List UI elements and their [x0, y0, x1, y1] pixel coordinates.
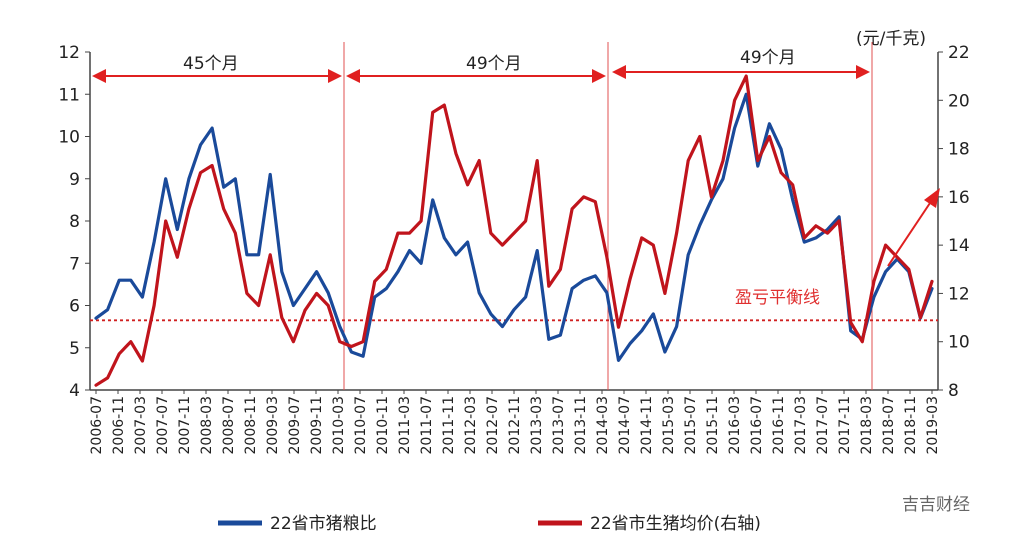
x-tick-label: 2011-07	[419, 396, 435, 455]
arrow-head-right	[328, 69, 342, 83]
x-tick-label: 2010-11	[375, 396, 391, 455]
left-tick-label: 6	[69, 297, 80, 317]
x-tick-label: 2016-11	[771, 396, 787, 455]
trend-arrow-head	[924, 188, 940, 208]
left-tick-label: 7	[69, 254, 80, 274]
period-label-1: 45个月	[183, 54, 239, 74]
right-axis: 8 10 12 14 16 18 20 22	[938, 43, 970, 401]
x-tick-label: 2010-03	[331, 396, 347, 455]
x-tick-label: 2017-03	[793, 396, 809, 455]
x-tick-label: 2012-03	[463, 396, 479, 455]
x-tick-label: 2006-11	[111, 396, 127, 455]
period-label-3: 49个月	[740, 48, 796, 68]
x-axis: 2006-07 2006-11 2007-03 2007-07 2007-11 2008-…	[89, 390, 941, 455]
x-tick-label: 2014-11	[639, 396, 655, 455]
left-tick-label: 11	[58, 85, 80, 105]
right-tick-label: 10	[948, 333, 970, 353]
x-tick-label: 2007-07	[155, 396, 171, 455]
x-tick-label: 2007-03	[133, 396, 149, 455]
arrow-head-left	[612, 65, 626, 79]
legend: 22省市猪粮比 22省市生猪均价(右轴)	[218, 514, 761, 534]
x-tick-label: 2017-07	[815, 396, 831, 455]
x-tick-label: 2008-03	[199, 396, 215, 455]
x-tick-label: 2009-03	[265, 396, 281, 455]
period-arrow-1	[92, 69, 342, 83]
legend-label-price: 22省市生猪均价(右轴)	[590, 514, 761, 534]
period-arrows	[92, 65, 870, 83]
x-tick-label: 2008-07	[221, 396, 237, 455]
x-tick-label: 2012-07	[485, 396, 501, 455]
period-arrow-3	[612, 65, 870, 79]
x-tick-label: 2013-07	[551, 396, 567, 455]
x-tick-label: 2016-03	[727, 396, 743, 455]
x-tick-label: 2007-11	[177, 396, 193, 455]
x-tick-label: 2012-11	[507, 396, 523, 455]
x-tick-label: 2008-11	[243, 396, 259, 455]
period-arrow-2	[346, 69, 606, 83]
x-tick-label: 2010-07	[353, 396, 369, 455]
x-tick-label: 2011-11	[441, 396, 457, 455]
right-tick-label: 20	[948, 91, 970, 111]
period-label-2: 49个月	[466, 54, 522, 74]
x-tick-label: 2015-03	[661, 396, 677, 455]
x-tick-label: 2018-11	[903, 396, 919, 455]
x-tick-label: 2006-07	[89, 396, 105, 455]
right-tick-label: 18	[948, 140, 970, 160]
x-tick-label: 2013-03	[529, 396, 545, 455]
x-tick-label: 2014-07	[617, 396, 633, 455]
x-tick-label: 2011-03	[397, 396, 413, 455]
series-lines	[94, 74, 934, 387]
x-tick-label: 2017-11	[837, 396, 853, 455]
left-tick-label: 8	[69, 212, 80, 232]
left-tick-label: 10	[58, 128, 80, 148]
arrow-head-right	[592, 69, 606, 83]
trend-arrow	[887, 188, 940, 267]
left-tick-label: 5	[69, 339, 80, 359]
trend-arrow-shaft	[887, 199, 933, 267]
right-tick-label: 12	[948, 284, 970, 304]
x-tick-label: 2009-11	[309, 396, 325, 455]
right-axis-unit: (元/千克)	[856, 29, 926, 49]
x-tick-label: 2018-07	[881, 396, 897, 455]
left-tick-label: 12	[58, 43, 80, 63]
x-tick-label: 2014-03	[595, 396, 611, 455]
breakeven-label: 盈亏平衡线	[735, 288, 820, 308]
series-line-ratio	[94, 92, 934, 362]
arrow-head-left	[92, 69, 106, 83]
x-tick-label: 2019-03	[925, 396, 941, 455]
x-tick-label: 2016-07	[749, 396, 765, 455]
legend-label-ratio: 22省市猪粮比	[270, 514, 377, 534]
right-tick-label: 16	[948, 188, 970, 208]
x-tick-label: 2018-03	[859, 396, 875, 455]
right-tick-label: 22	[948, 43, 970, 63]
left-tick-label: 9	[69, 170, 80, 190]
right-tick-label: 8	[948, 381, 959, 401]
watermark-text: 吉吉财经	[902, 495, 970, 515]
arrow-head-right	[856, 65, 870, 79]
x-tick-label: 2013-11	[573, 396, 589, 455]
left-axis: 4 5 6 7 8 9 10 11 12	[58, 43, 90, 401]
chart-frame	[89, 52, 939, 391]
x-tick-label: 2015-11	[705, 396, 721, 455]
left-tick-label: 4	[69, 381, 80, 401]
right-tick-label: 14	[948, 236, 970, 256]
series-line-price	[94, 74, 934, 387]
x-tick-label: 2009-07	[287, 396, 303, 455]
x-tick-label: 2015-07	[683, 396, 699, 455]
arrow-head-left	[346, 69, 360, 83]
